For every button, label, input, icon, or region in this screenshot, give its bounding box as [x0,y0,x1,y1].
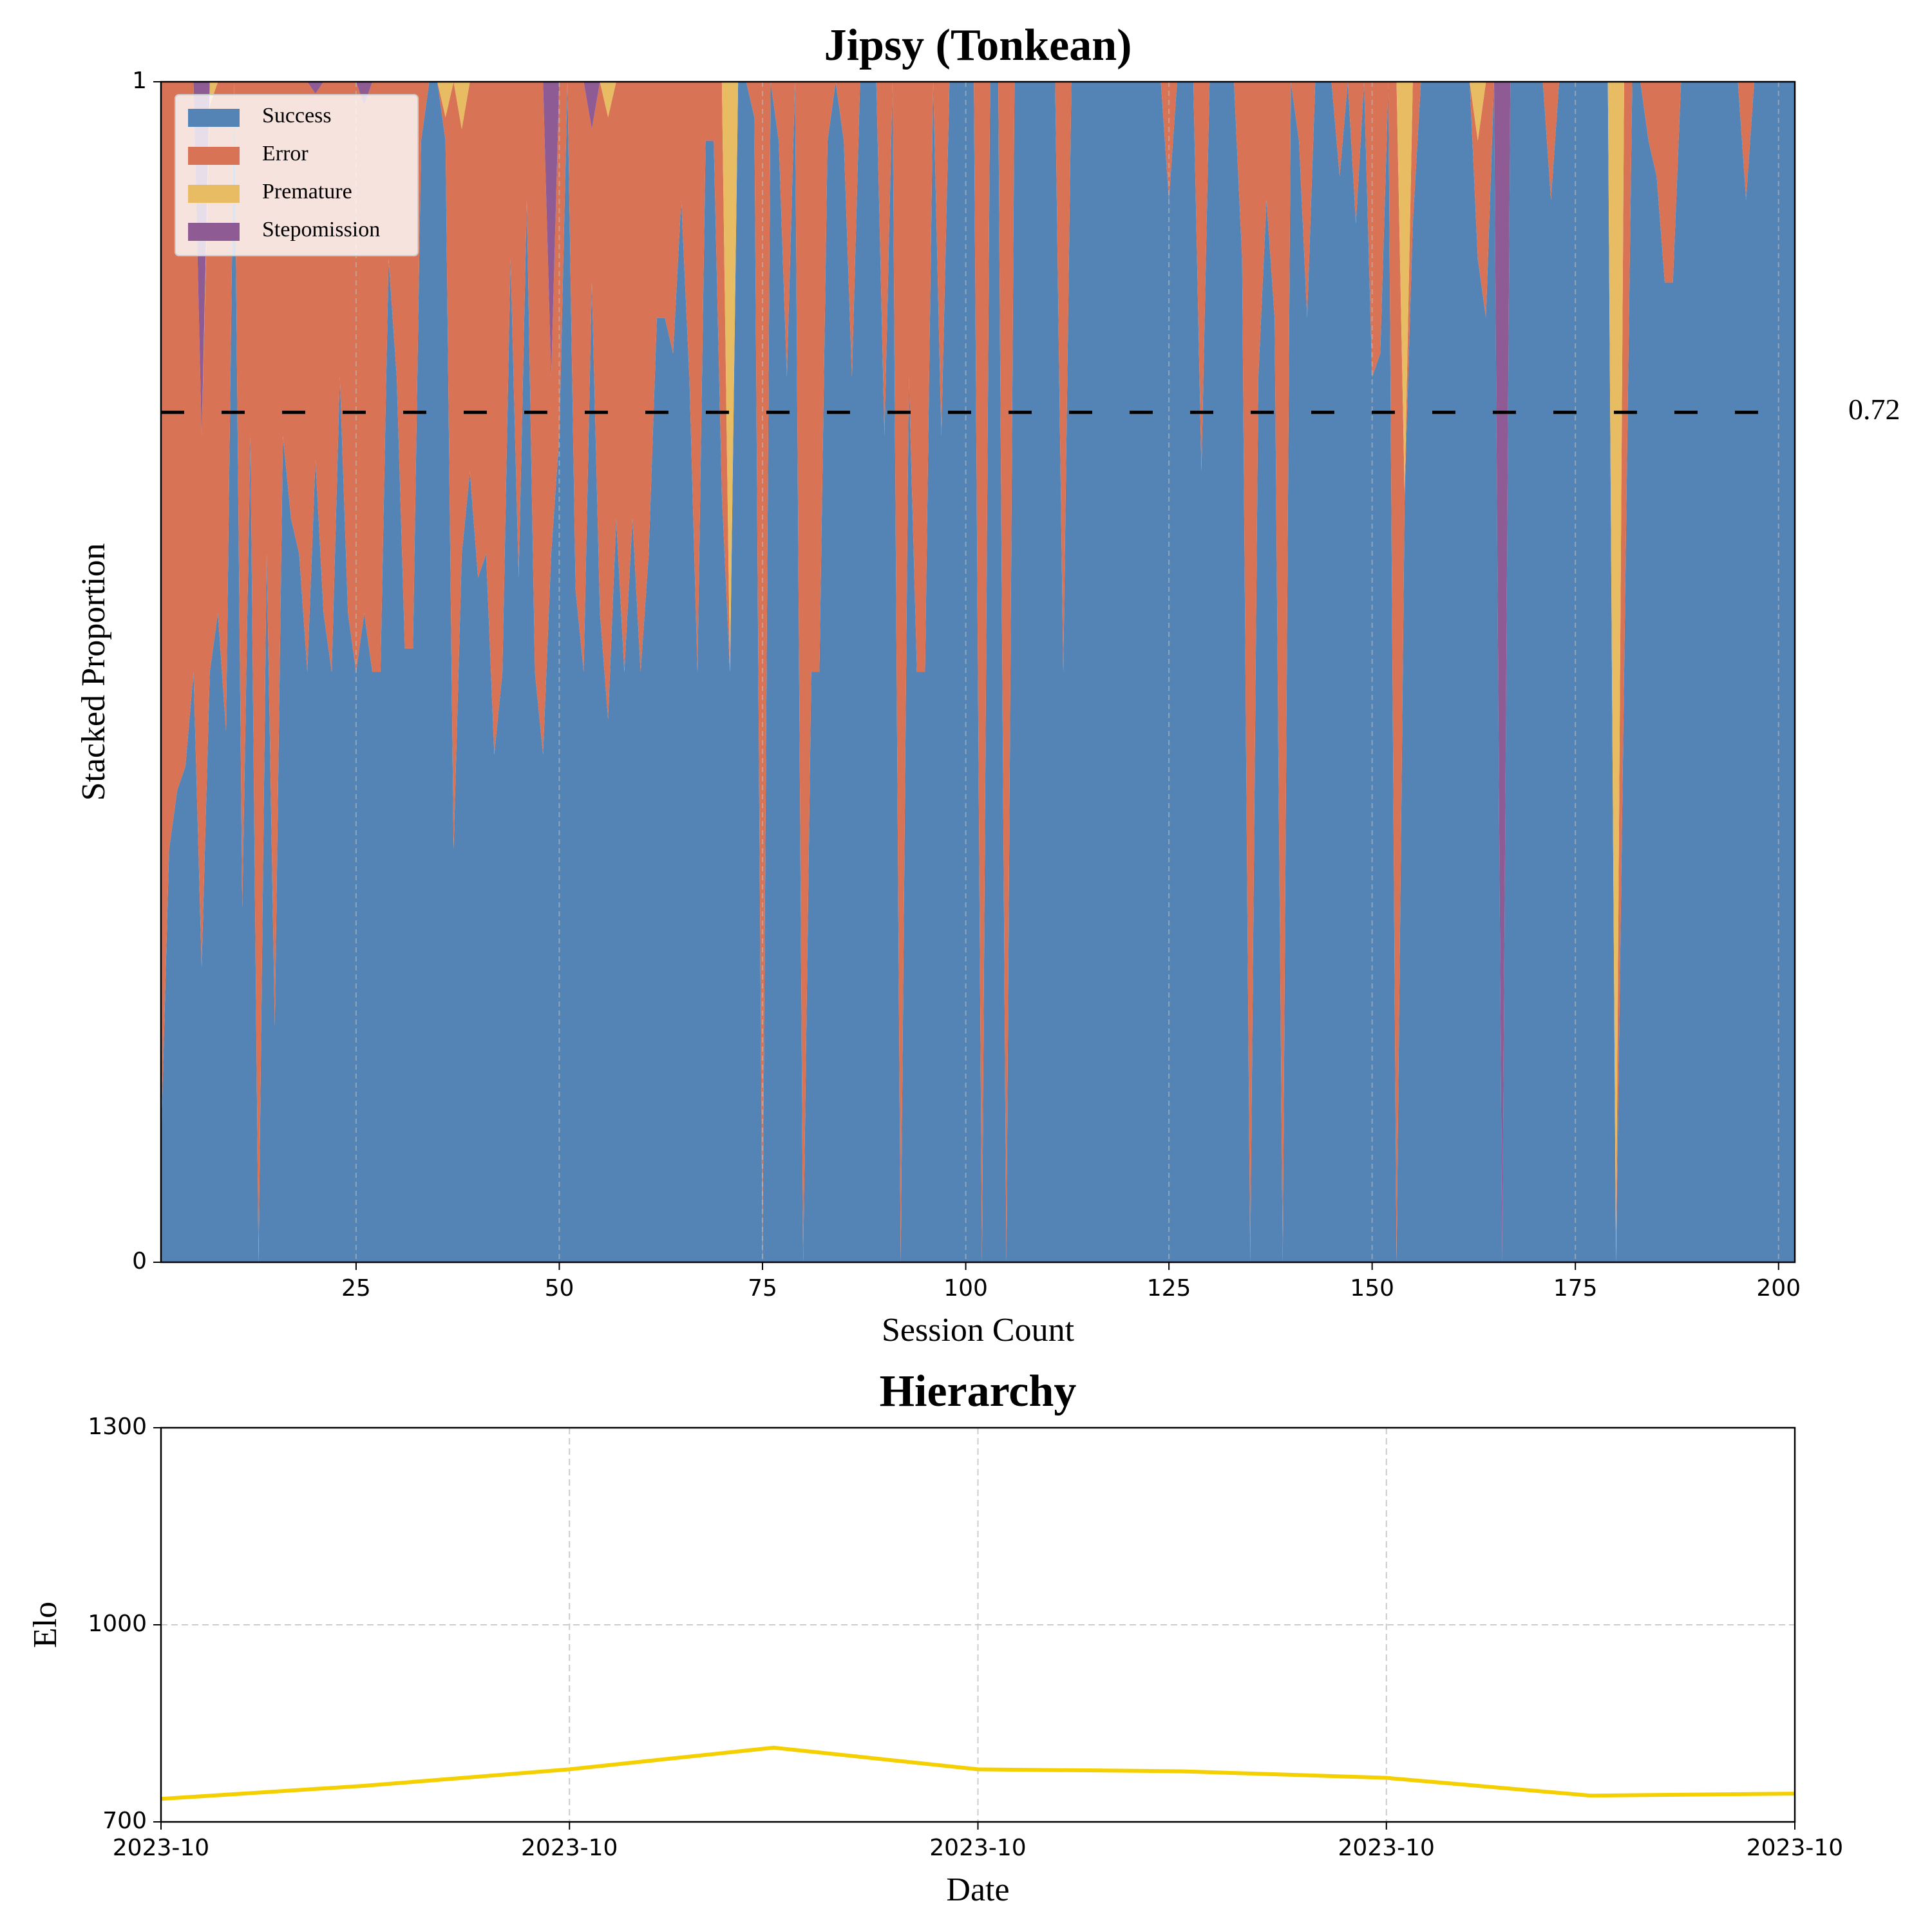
x-tick-label: 200 [1756,1275,1801,1302]
x-tick-label: 150 [1350,1275,1394,1302]
x-tick-label: 125 [1147,1275,1191,1302]
legend-box [175,94,419,256]
y-tick-label: 1300 [88,1414,147,1440]
legend-label: Premature [262,180,352,204]
y-tick-label: 1 [132,68,147,94]
x-tick-label: 2023-10 [929,1835,1026,1861]
reference-label: 0.72 [1848,393,1900,426]
legend-label: Error [262,142,308,166]
legend-label: Stepomission [262,218,380,242]
plot-area [161,82,1795,1262]
legend-swatch [188,109,240,127]
y-axis-label: Elo [27,1602,64,1648]
x-tick-label: 100 [943,1275,988,1302]
x-tick-label: 2023-10 [521,1835,618,1861]
axes-frame [160,1426,1796,1823]
x-tick-label: 75 [748,1275,777,1302]
x-axis-label: Session Count [882,1312,1075,1349]
x-tick-label: 2023-10 [113,1835,209,1861]
legend-label: Success [262,104,332,128]
x-tick-label: 2023-10 [1747,1835,1843,1861]
x-tick-label: 2023-10 [1338,1835,1435,1861]
y-tick-label: 0 [132,1248,147,1274]
y-tick-label: 1000 [88,1611,147,1637]
chart-title: Hierarchy [880,1367,1077,1416]
axes-frame [160,80,1796,1264]
x-tick-label: 175 [1553,1275,1598,1302]
y-tick-label: 700 [102,1808,147,1834]
legend-swatch [188,147,240,165]
x-tick-label: 25 [341,1275,371,1302]
chart-title: Jipsy (Tonkean) [824,21,1132,70]
legend-swatch [188,185,240,203]
y-axis-label: Stacked Proportion [75,543,112,800]
legend-swatch [188,223,240,241]
x-tick-label: 50 [545,1275,574,1302]
line-series [160,1745,1795,1801]
x-axis-label: Date [946,1871,1009,1908]
stacked-area [161,82,1795,1262]
